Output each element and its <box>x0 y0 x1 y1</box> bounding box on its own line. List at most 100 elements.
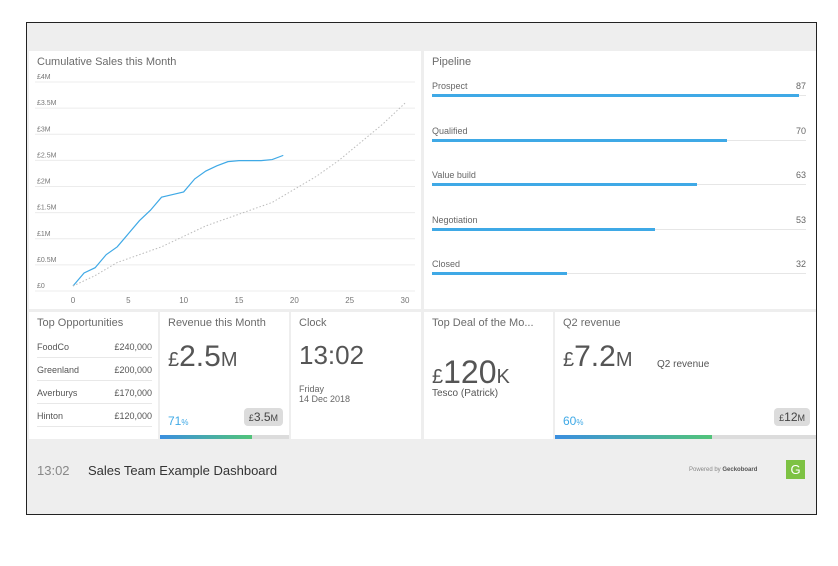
table-row: Greenland £200,000 <box>37 359 152 381</box>
top-deal-number: 120 <box>443 354 497 390</box>
top-deal-currency: £ <box>432 366 444 388</box>
dashboard-title: Sales Team Example Dashboard <box>88 463 278 478</box>
geckoboard-logo[interactable]: G <box>786 460 805 479</box>
top-deal-panel: Top Deal of the Mo... £120K Tesco (Patri… <box>424 312 553 439</box>
pipeline-stage: Negotiation 53 <box>432 215 806 245</box>
x-tick-label: 10 <box>179 296 188 305</box>
opportunity-value: £200,000 <box>114 365 152 375</box>
opportunities-panel: Top Opportunities FoodCo £240,000 Greenlan… <box>29 312 158 439</box>
footer-time: 13:02 <box>37 463 70 478</box>
opportunity-name: Hinton <box>37 411 64 421</box>
sales-chart: £4M £3.5M £3M £2.5M £2M £1.5M £1M £0.5M £0 0 5 10 15… <box>35 74 415 305</box>
q2-target-number: 12 <box>784 410 798 424</box>
pipeline-track <box>432 273 806 274</box>
y-tick-label: £3M <box>37 126 51 133</box>
opportunity-name: Averburys <box>37 388 78 398</box>
series-line-actual <box>72 154 284 287</box>
pipeline-stage-label: Value build <box>432 170 476 180</box>
pipeline-stage: Prospect 87 <box>432 81 806 111</box>
y-tick-label: £4M <box>37 74 51 81</box>
row-divider <box>37 403 152 404</box>
revenue-month-panel: Revenue this Month £2.5M 71% £3.5M <box>160 312 289 439</box>
q2-unit: M <box>615 349 633 371</box>
x-tick-label: 15 <box>235 296 244 305</box>
pipeline-stage: Closed 32 <box>432 259 806 289</box>
pipeline-stage-value: 63 <box>795 170 806 180</box>
opportunities-title: Top Opportunities <box>37 317 124 329</box>
series-line-target <box>72 102 406 287</box>
footer-bar: 13:02 Sales Team Example Dashboard Power… <box>27 443 816 514</box>
pipeline-stage-label: Negotiation <box>432 214 478 225</box>
q2-title: Q2 revenue <box>563 317 621 329</box>
opportunity-name: Greenland <box>37 365 80 375</box>
revenue-percent-number: 71 <box>168 414 182 428</box>
revenue-target-currency: £ <box>248 413 254 423</box>
q2-progress-fill <box>555 435 712 439</box>
revenue-currency: £ <box>168 349 180 371</box>
top-deal-subtitle: Tesco (Patrick) <box>432 388 499 399</box>
q2-percent-number: 60 <box>563 414 577 428</box>
pipeline-stage-value: 70 <box>795 125 806 136</box>
q2-label: Q2 revenue <box>657 359 710 370</box>
pipeline-bar <box>432 272 567 275</box>
revenue-progress-fill <box>160 435 252 439</box>
revenue-unit: M <box>220 349 238 371</box>
y-tick-label: £2.5M <box>37 152 57 159</box>
y-tick-label: £3.5M <box>37 100 57 107</box>
revenue-target-badge: £3.5M <box>243 408 283 426</box>
powered-brand: Geckoboard <box>722 467 758 473</box>
clock-day: Friday <box>299 384 325 394</box>
revenue-percent-sign: % <box>181 418 189 427</box>
revenue-percent: 71% <box>168 412 188 430</box>
powered-prefix: Powered by <box>689 467 721 473</box>
clock-time: 13:02 <box>299 340 365 370</box>
y-tick-label: £1M <box>37 231 51 238</box>
pipeline-bar <box>432 94 799 97</box>
opportunity-value: £240,000 <box>114 342 152 352</box>
revenue-month-value: £2.5M <box>168 340 238 374</box>
pipeline-bar <box>432 183 698 186</box>
revenue-progress-track <box>160 435 289 439</box>
q2-value: £7.2M <box>563 340 633 374</box>
top-deal-value: £120K <box>432 354 510 391</box>
x-tick-label: 30 <box>401 296 410 305</box>
y-tick-label: £0 <box>37 283 45 290</box>
x-tick-label: 0 <box>71 296 76 305</box>
row-divider <box>37 380 152 381</box>
q2-target-unit: M <box>797 413 806 423</box>
opportunity-name: FoodCo <box>37 342 70 352</box>
pipeline-stage-label: Prospect <box>432 81 468 91</box>
pipeline-stage-value: 87 <box>795 81 806 91</box>
q2-target-badge: £12M <box>774 408 810 426</box>
revenue-target-unit: M <box>270 413 279 423</box>
top-deal-title: Top Deal of the Mo... <box>432 317 534 329</box>
pipeline-bar <box>432 227 656 231</box>
row-divider <box>37 357 152 358</box>
q2-revenue-panel: Q2 revenue £7.2M Q2 revenue 60% £12M <box>555 312 816 439</box>
pipeline-stage: Qualified 70 <box>432 126 806 156</box>
q2-number: 7.2 <box>574 340 616 373</box>
y-tick-label: £0.5M <box>37 257 57 264</box>
pipeline-stage-label: Qualified <box>432 125 468 136</box>
table-row: Averburys £170,000 <box>37 382 152 404</box>
opportunity-value: £170,000 <box>114 388 152 398</box>
opportunity-value: £120,000 <box>114 411 152 421</box>
x-tick-label: 25 <box>345 296 354 305</box>
y-tick-label: £2M <box>37 179 51 186</box>
pipeline-stage-value: 32 <box>795 259 806 269</box>
sales-chart-title: Cumulative Sales this Month <box>37 56 177 68</box>
q2-progress-track <box>555 435 816 439</box>
clock-title: Clock <box>299 317 327 329</box>
table-row: FoodCo £240,000 <box>37 336 152 358</box>
q2-percent: 60% <box>563 412 583 430</box>
pipeline-title: Pipeline <box>432 56 472 68</box>
dashboard-frame: Cumulative Sales this Month £4M £3.5M £3M £… <box>26 22 817 515</box>
powered-by: Powered by Geckoboard <box>689 467 757 473</box>
revenue-month-title: Revenue this Month <box>168 317 266 329</box>
pipeline-bar <box>432 138 727 142</box>
q2-percent-sign: % <box>576 418 584 427</box>
table-row: Hinton £120,000 <box>37 405 152 427</box>
x-tick-label: 20 <box>290 296 299 305</box>
q2-currency: £ <box>563 349 575 371</box>
pipeline-stage-label: Closed <box>432 259 461 269</box>
